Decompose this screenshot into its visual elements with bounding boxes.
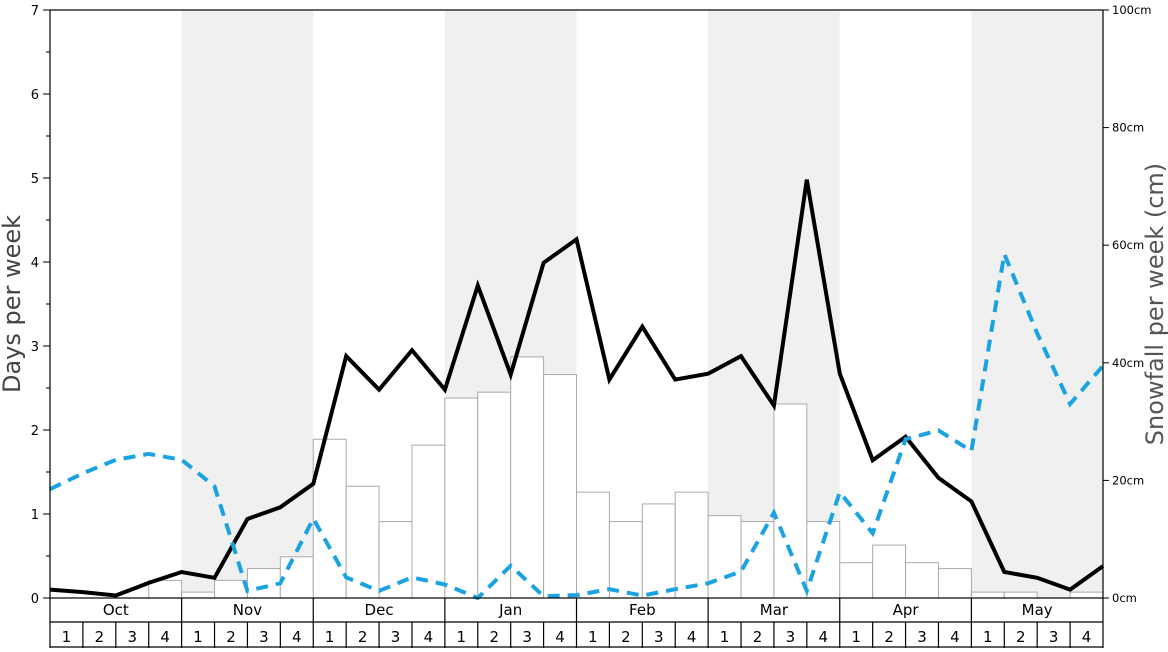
snowfall-bar [246,568,281,599]
week-label: 2 [95,628,105,646]
week-label: 4 [555,628,565,646]
left-tick-label: 6 [31,88,39,103]
week-label: 2 [489,628,499,646]
snowfall-bar [576,491,610,599]
week-label: 3 [786,628,796,646]
week-label: 3 [522,628,532,646]
month-band [181,10,314,598]
week-label: 3 [127,628,137,646]
week-label: 2 [358,628,368,646]
month-band [971,10,1103,598]
month-label: Oct [103,601,129,619]
week-label: 2 [884,628,894,646]
week-label: 1 [325,628,335,646]
month-label: May [1022,601,1053,619]
snowfall-bar [905,562,939,599]
month-bands [181,10,1103,598]
axes: 0 1 2 3 4 5 6 7 0cm 20cm 40cm 60cm 80cm 100cm Oct 1 2 3 4 N… [31,3,1151,648]
snowfall-bar [937,568,972,599]
snowfall-bar [543,374,577,599]
snowfall-line [49,246,1105,601]
month-label: Mar [760,601,789,619]
week-label: 1 [983,628,993,646]
right-tick-label: 0cm [1112,591,1137,605]
week-label: 4 [292,628,302,646]
week-label: 2 [753,628,763,646]
week-label: 4 [819,628,829,646]
week-label: 3 [917,628,927,646]
week-label: 1 [720,628,730,646]
snowfall-bar [181,591,216,599]
week-label: 3 [654,628,664,646]
series-lines [49,179,1105,601]
week-label: 4 [950,628,960,646]
week-label: 2 [226,628,236,646]
snowfall-bar [477,391,512,599]
month-label: Jan [498,601,522,619]
right-tick-label: 100cm [1112,3,1151,17]
week-label: 3 [259,628,269,646]
month-label: Feb [629,601,656,619]
week-label: 1 [457,628,467,646]
snowfall-bar [279,556,314,599]
left-tick-label: 4 [31,256,39,271]
week-label: 2 [1016,628,1026,646]
month-label: Nov [233,601,262,619]
right-tick-label: 60cm [1112,238,1144,252]
left-tick-label: 5 [31,172,39,187]
left-tick-label: 3 [31,340,39,355]
snowfall-bar [839,562,874,599]
snowfall-bar [608,521,643,599]
week-label: 4 [160,628,170,646]
snowfall-bar [1069,591,1104,599]
right-tick-label: 20cm [1112,473,1144,487]
snowfall-bar [214,579,248,599]
week-label: 4 [687,628,697,646]
snowfall-bar [674,491,709,599]
snowfall-bar [641,503,676,599]
days-line [49,179,1105,598]
left-tick-label: 0 [31,592,39,607]
snowfall-bar [707,515,742,599]
week-label: 4 [1082,628,1092,646]
right-axis-label: Snowfall per week (cm) [1141,163,1168,445]
week-label: 1 [193,628,203,646]
week-label: 1 [588,628,598,646]
month-label: Dec [365,601,394,619]
week-label: 1 [62,628,72,646]
snowfall-bar [872,544,907,599]
snowfall-bars [148,356,1104,599]
week-label: 3 [391,628,401,646]
snowfall-bar [1003,591,1038,599]
snowfall-bar [378,521,413,599]
right-tick-label: 80cm [1112,121,1144,135]
snowfall-bar [444,397,479,599]
left-axis-label: Days per week [0,215,26,393]
left-tick-label: 2 [31,424,39,439]
right-tick-label: 40cm [1112,356,1144,370]
snowfall-bar [773,403,808,599]
week-label: 3 [1049,628,1059,646]
week-label: 4 [424,628,434,646]
left-tick-label: 1 [31,508,39,523]
week-label: 2 [621,628,631,646]
snowfall-bar [411,444,446,599]
snowfall-bar [970,591,1005,599]
left-tick-label: 7 [31,4,39,19]
snowfall-bar [806,521,841,599]
month-label: Apr [893,601,920,619]
snowfall-bar [510,356,545,599]
week-label: 1 [851,628,861,646]
